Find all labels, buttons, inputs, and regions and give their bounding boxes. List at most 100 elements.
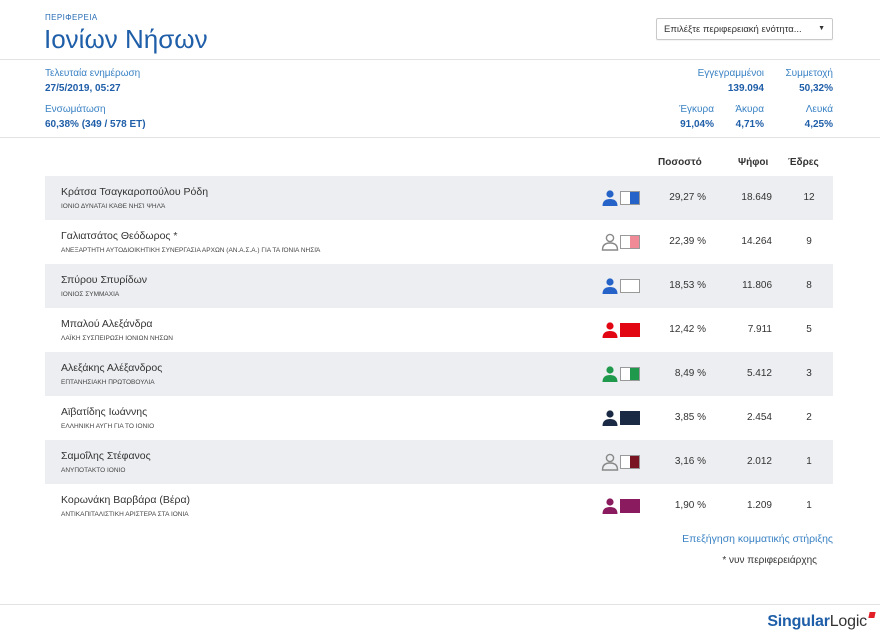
party-color-fill [630,368,639,380]
percent-cell: 22,39 % [669,236,706,247]
seats-column-header: Έδρες [788,157,819,168]
votes-cell: 18.649 [741,192,772,203]
party-color-swatch [620,455,640,469]
integration-label: Ενσωμάτωση [45,104,106,115]
votes-cell: 1.209 [746,500,772,511]
registered-value: 139.094 [727,83,764,94]
integration-value: 60,38% (349 / 578 ΕΤ) [45,119,146,130]
percent-cell: 3,85 % [674,412,706,423]
regional-unit-select[interactable]: Επιλέξτε περιφερειακή ενότητα... ▼ [656,18,833,40]
party-color-fill [621,324,639,336]
seats-cell: 5 [806,324,812,335]
invalid-value: 4,71% [735,119,764,130]
votes-cell: 2.012 [746,456,772,467]
table-row: Κορωνάκη Βαρβάρα (Βέρα) ΑΝΤΙΚΑΠΙΤΑΛΙΣΤΙΚΗ… [45,484,833,528]
candidate-name: Κράτσα Τσαγκαροπούλου Ρόδη [61,186,209,198]
seats-cell: 1 [806,500,812,511]
candidate-name: Γαλιατσάτος Θεόδωρος * [61,230,178,242]
logo-part2: Logic [829,613,867,630]
person-icon [601,409,619,427]
last-update-label: Τελευταία ενημέρωση [45,68,141,79]
person-icon [601,365,619,383]
party-color-fill [630,456,639,468]
candidate-name: Σαμοΐλης Στέφανος [61,450,151,462]
person-icon [601,497,619,515]
last-update-value: 27/5/2019, 05:27 [45,83,121,94]
party-name: ΑΝΤΙΚΑΠΙΤΑΛΙΣΤΙΚΗ ΑΡΙΣΤΕΡΑ ΣΤΑ ΙΟΝΙΑ [61,511,189,518]
party-color-swatch [620,279,640,293]
person-icon [601,321,619,339]
invalid-label: Άκυρα [735,104,764,115]
logo-part1: Singular [767,613,830,630]
page-footer: SingularLogic [0,604,880,638]
seats-cell: 8 [806,280,812,291]
stats-panel: Τελευταία ενημέρωση 27/5/2019, 05:27 Ενσ… [0,60,880,138]
seats-cell: 3 [806,368,812,379]
person-icon [601,277,619,295]
seats-cell: 9 [806,236,812,247]
logo-mark-icon [868,612,876,618]
party-color-fill [621,500,639,512]
candidate-name: Σπύρου Σπυρίδων [61,274,148,286]
percent-cell: 12,42 % [669,324,706,335]
table-row: Σαμοΐλης Στέφανος ΑΝΥΠΟΤΑΚΤΟ ΙΟΝΙΟ 3,16 % 2… [45,440,833,484]
seats-cell: 12 [803,192,815,203]
valid-value: 91,04% [680,119,714,130]
party-support-explanation-link[interactable]: Επεξήγηση κομματικής στήριξης [682,533,833,545]
party-name: ΙΟΝΙΟΣ ΣΥΜΜΑΧΙΑ [61,291,120,298]
person-icon [601,189,619,207]
chevron-down-icon: ▼ [818,25,825,32]
party-color-swatch [620,235,640,249]
singularlogic-logo: SingularLogic [767,612,876,631]
valid-label: Έγκυρα [679,104,714,115]
party-name: ΙΟΝΙΟ ΔΥΝΑΤΑΙ Κάθε νησί ψηλά [61,203,166,210]
party-color-fill [621,412,639,424]
region-kicker: Περιφερεια [45,13,98,22]
candidate-name: Αλεξάκης Αλέξανδρος [61,362,163,374]
blank-label: Λευκά [805,104,833,115]
person-icon [601,453,619,471]
party-color-swatch [620,411,640,425]
table-row: Σπύρου Σπυρίδων ΙΟΝΙΟΣ ΣΥΜΜΑΧΙΑ 18,53 % 11.… [45,264,833,308]
regional-unit-select-value: Επιλέξτε περιφερειακή ενότητα... [664,24,802,35]
table-row: Γαλιατσάτος Θεόδωρος * ΑΝΕΞΑΡΤΗΤΗ ΑΥΤΟΔΙΟ… [45,220,833,264]
party-color-swatch [620,323,640,337]
votes-cell: 2.454 [746,412,772,423]
party-name: ΑΝΥΠΟΤΑΚΤΟ ΙΟΝΙΟ [61,467,126,474]
blank-value: 4,25% [804,119,833,130]
table-row: Κράτσα Τσαγκαροπούλου Ρόδη ΙΟΝΙΟ ΔΥΝΑΤΑΙ … [45,176,833,220]
turnout-value: 50,32% [799,83,833,94]
seats-cell: 1 [806,456,812,467]
table-row: Αϊβατίδης Ιωάννης ΕΛΛΗΝΙΚΗ ΑΥΓΗ ΓΙΑ ΤΟ ΙΟ… [45,396,833,440]
percent-cell: 8,49 % [674,368,706,379]
page-header: Περιφερεια Ιονίων Νήσων Επιλέξτε περιφερ… [0,0,880,60]
turnout-label: Συμμετοχή [785,68,833,79]
footnote: * νυν περιφερειάρχης [722,555,817,566]
votes-cell: 14.264 [741,236,772,247]
person-icon [601,233,619,251]
votes-column-header: Ψήφοι [738,157,769,168]
party-name: ΕΠΤΑΝΗΣΙΑΚΗ ΠΡΩΤΟΒΟΥΛΙΑ [61,379,155,386]
party-color-fill [630,192,639,204]
page-title: Ιονίων Νήσων [44,24,208,54]
party-name: ΕΛΛΗΝΙΚΗ ΑΥΓΗ ΓΙΑ ΤΟ ΙΟΝΙΟ [61,423,155,430]
party-color-swatch [620,191,640,205]
percent-cell: 1,90 % [674,500,706,511]
percent-cell: 18,53 % [669,280,706,291]
votes-cell: 7.911 [747,324,772,335]
candidate-name: Μπαλού Αλεξάνδρα [61,318,153,330]
seats-cell: 2 [806,412,812,423]
table-row: Μπαλού Αλεξάνδρα ΛΑΪΚΗ ΣΥΣΠΕΙΡΩΣΗ ΙΟΝΙΩΝ … [45,308,833,352]
party-color-swatch [620,367,640,381]
party-color-swatch [620,499,640,513]
percent-column-header: Ποσοστό [658,157,702,168]
party-name: ΑΝΕΞΑΡΤΗΤΗ ΑΥΤΟΔΙΟΙΚΗΤΙΚΗ ΣΥΝΕΡΓΑΣΙΑ ΑΡΧ… [61,247,321,254]
votes-cell: 5.412 [746,368,772,379]
percent-cell: 29,27 % [669,192,706,203]
votes-cell: 11.806 [742,280,772,291]
party-name: ΛΑΪΚΗ ΣΥΣΠΕΙΡΩΣΗ ΙΟΝΙΩΝ ΝΗΣΩΝ [61,335,173,342]
candidate-name: Αϊβατίδης Ιωάννης [61,406,148,418]
candidate-name: Κορωνάκη Βαρβάρα (Βέρα) [61,494,191,506]
percent-cell: 3,16 % [674,456,706,467]
party-color-fill [630,236,639,248]
